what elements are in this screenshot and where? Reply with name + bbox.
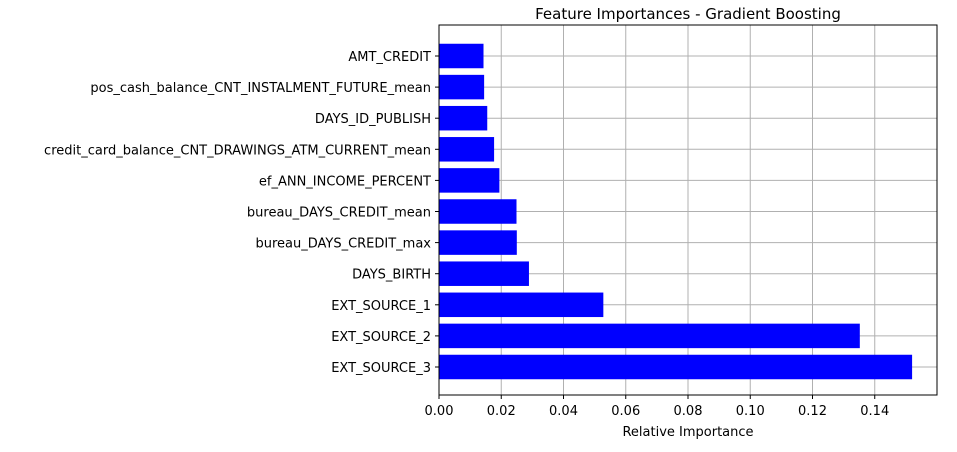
y-tick-label: ef_ANN_INCOME_PERCENT	[259, 174, 431, 189]
chart-title: Feature Importances - Gradient Boosting	[535, 5, 841, 23]
x-tick-label: 0.00	[425, 404, 454, 419]
bar	[439, 74, 485, 100]
x-tick-label: 0.04	[549, 404, 578, 419]
y-tick-label: bureau_DAYS_CREDIT_mean	[247, 206, 431, 221]
y-tick-label: credit_card_balance_CNT_DRAWINGS_ATM_CUR…	[44, 143, 431, 158]
y-tick-label: DAYS_BIRTH	[352, 268, 431, 283]
x-tick-label: 0.10	[736, 404, 765, 419]
y-tick-label: AMT_CREDIT	[348, 50, 431, 65]
x-tick-label: 0.08	[674, 404, 703, 419]
bars	[439, 43, 913, 380]
bar	[439, 261, 529, 286]
bar	[439, 137, 495, 162]
bar	[439, 323, 860, 349]
bar	[439, 354, 913, 380]
y-tick-label: EXT_SOURCE_2	[331, 330, 431, 345]
x-axis-label: Relative Importance	[622, 425, 753, 440]
y-tick-label: EXT_SOURCE_1	[331, 299, 431, 314]
x-axis-ticks: 0.00 0.02 0.04 0.06 0.08 0.10 0.12 0.14	[425, 395, 889, 419]
bar	[439, 105, 488, 131]
y-tick-label: EXT_SOURCE_3	[331, 361, 431, 376]
bar	[439, 43, 484, 69]
bar	[439, 230, 517, 255]
x-tick-label: 0.12	[798, 404, 827, 419]
bar	[439, 199, 517, 224]
bar	[439, 292, 604, 318]
y-tick-label: DAYS_ID_PUBLISH	[315, 112, 431, 127]
x-tick-label: 0.02	[487, 404, 516, 419]
y-tick-label: bureau_DAYS_CREDIT_max	[255, 237, 431, 252]
y-axis-ticks: AMT_CREDIT pos_cash_balance_CNT_INSTALMEN…	[44, 50, 439, 376]
x-tick-label: 0.14	[860, 404, 889, 419]
bar	[439, 168, 500, 193]
x-tick-label: 0.06	[611, 404, 640, 419]
y-tick-label: pos_cash_balance_CNT_INSTALMENT_FUTURE_m…	[90, 81, 431, 96]
